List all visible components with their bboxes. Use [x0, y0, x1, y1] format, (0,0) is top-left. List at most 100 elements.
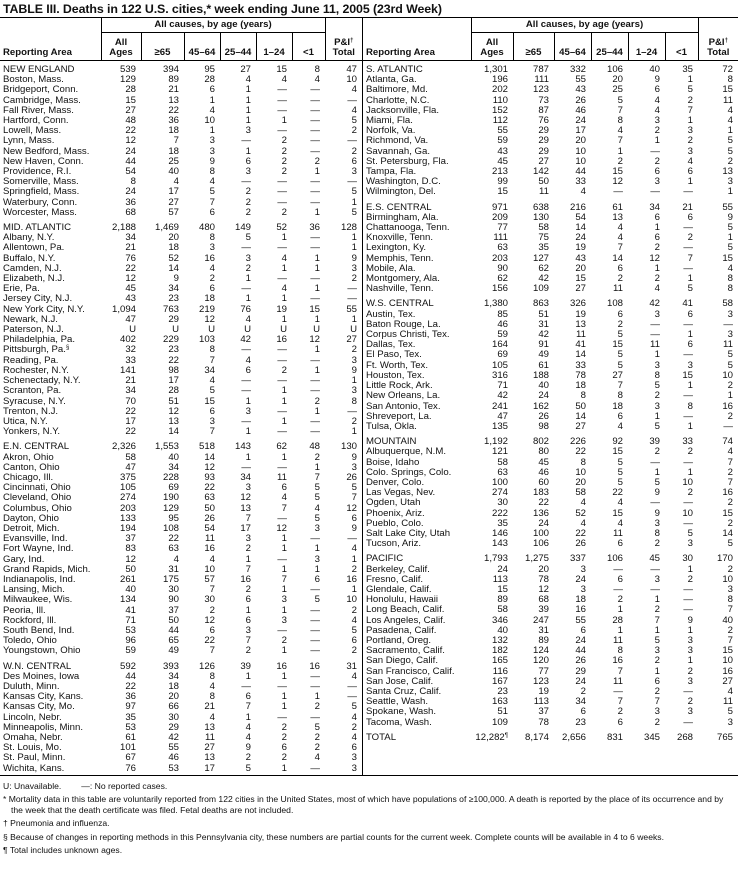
all-ages-cell: 111: [493, 232, 508, 244]
city-row: Cambridge, Mass. 15 13 1 1— — —: [0, 95, 362, 106]
25-44-cell: 42: [240, 334, 251, 346]
1-24-cell: 19: [276, 303, 287, 315]
65-plus-cell: 111: [534, 74, 549, 86]
pi-total-cell: 5: [351, 701, 358, 713]
city-row: Albany, N.Y. 34 20 8 5 1 — 1: [0, 233, 362, 243]
reporting-area-cell: Toledo, Ohio: [3, 635, 57, 647]
city-row: Mobile, Ala. 90 62 20 6 1 — 4: [363, 263, 738, 274]
pi-total-cell: 7: [727, 456, 734, 468]
pi-total-cell: 1: [351, 375, 358, 387]
45-64-cell: 17: [575, 125, 586, 137]
pi-total-cell: 6: [351, 512, 358, 524]
reporting-area-cell: San Diego, Calif.: [366, 655, 438, 667]
45-64-cell: 22: [204, 482, 215, 494]
65-plus-cell: 29: [168, 721, 179, 733]
all-ages-cell: 97: [125, 701, 136, 713]
reporting-area-cell: Paterson, N.J.: [3, 324, 64, 336]
city-row: Portland, Oreg. 132 89 24 11 5 3 7: [363, 634, 738, 646]
1-24-cell: 345: [643, 731, 660, 743]
45-64-cell: 332: [569, 64, 586, 75]
1-24-cell: 16: [276, 334, 287, 346]
pi-total-cell: 3: [727, 583, 734, 595]
all-ages-cell: 32: [125, 344, 136, 356]
1-24-cell: 1: [654, 222, 660, 234]
reporting-area-cell: Sacramento, Calif.: [366, 645, 445, 657]
all-ages-cell: 1,793: [483, 553, 508, 565]
1-24-cell: 3: [654, 400, 660, 412]
column-header-1-24: 1–24: [627, 32, 665, 61]
65-plus-cell: 21: [168, 84, 179, 96]
25-44-cell: 1: [617, 624, 623, 636]
under-1-cell: 1: [687, 420, 694, 432]
all-ages-cell: 45: [125, 283, 136, 295]
25-44-cell: 2: [245, 262, 251, 274]
25-44-cell: 13: [240, 502, 251, 514]
45-64-cell: 4: [209, 176, 215, 188]
pi-total-cell: 2: [351, 273, 358, 285]
pi-total-cell: 1: [351, 196, 358, 208]
under-1-cell: 10: [682, 476, 694, 488]
45-64-cell: 3: [209, 145, 215, 157]
pi-total-cell: 16: [722, 487, 734, 499]
pi-total-cell: 8: [727, 74, 734, 86]
1-24-cell: 1: [281, 115, 287, 127]
45-64-cell: 22: [575, 446, 586, 458]
reporting-area-cell: Los Angeles, Calif.: [366, 614, 446, 626]
65-plus-cell: 89: [168, 74, 179, 86]
under-1-cell: 4: [687, 155, 694, 167]
all-ages-cell: 96: [125, 635, 136, 647]
25-44-cell: 20: [612, 74, 623, 86]
pi-total-cell: 3: [351, 354, 358, 366]
reporting-area-cell: Wilmington, Del.: [366, 186, 436, 198]
pi-total-cell: 4: [727, 104, 734, 116]
65-plus-cell: 37: [168, 604, 179, 616]
city-row: St. Petersburg, Fla. 45 27 10 2 2 4 2: [363, 155, 738, 167]
25-44-cell: 6: [617, 308, 623, 320]
city-row: Minneapolis, Minn. 53 29 13 4 2 5 2: [0, 721, 362, 733]
1-24-cell: 8: [654, 527, 660, 539]
pi-total-cell: 3: [351, 762, 358, 774]
all-ages-cell: 51: [497, 706, 508, 718]
city-row: Denver, Colo. 100 60 20 5 5 10 7: [363, 476, 738, 488]
1-24-cell: 4: [281, 74, 287, 86]
all-ages-cell: 36: [125, 691, 136, 703]
25-44-cell: 1: [245, 711, 251, 723]
pi-total-cell: 7: [727, 634, 734, 646]
65-plus-cell: 76: [538, 115, 549, 127]
pi-total-cell: 2: [727, 497, 734, 509]
45-64-cell: 57: [204, 573, 215, 585]
25-44-cell: 106: [606, 553, 623, 565]
all-ages-cell: 141: [119, 364, 136, 376]
all-ages-cell: 15: [497, 186, 508, 198]
1-24-cell: —: [277, 512, 287, 524]
under-1-cell: 1: [687, 380, 694, 392]
pi-total-cell: —: [347, 691, 358, 703]
pi-total-cell: 9: [351, 522, 358, 534]
45-64-cell: 6: [209, 206, 215, 218]
25-44-cell: 7: [617, 380, 623, 392]
1-24-cell: —: [277, 461, 287, 473]
all-ages-cell: 1,380: [483, 298, 508, 310]
25-44-cell: 2: [617, 594, 623, 606]
city-row: New Bedford, Mass. 24 18 3 1 2 — 2: [0, 145, 362, 157]
45-64-cell: 6: [580, 624, 586, 636]
pi-total-cell: 1: [351, 232, 358, 244]
65-plus-cell: 1,553: [154, 441, 179, 453]
45-64-cell: 22: [204, 635, 215, 647]
under-1-cell: —: [683, 186, 694, 198]
reporting-area-cell: Miami, Fla.: [366, 115, 413, 127]
65-plus-cell: 108: [162, 522, 179, 534]
all-ages-cell: 63: [497, 466, 508, 478]
city-row: Las Vegas, Nev. 274 183 58 22 9 2 16: [363, 487, 738, 499]
25-44-cell: 1: [245, 145, 251, 157]
all-ages-cell: 23: [497, 685, 508, 697]
under-1-cell: 30: [682, 553, 694, 565]
45-64-cell: 52: [575, 507, 586, 519]
25-44-cell: 1: [245, 104, 251, 116]
under-1-cell: —: [310, 624, 321, 636]
1-24-cell: 2: [654, 273, 660, 285]
pi-total-cell: 6: [351, 155, 358, 167]
reporting-area-cell: Cincinnati, Ohio: [3, 482, 71, 494]
pi-total-cell: 8: [727, 283, 734, 295]
city-row: Bridgeport, Conn. 28 21 6 1 — — 4: [0, 85, 362, 95]
